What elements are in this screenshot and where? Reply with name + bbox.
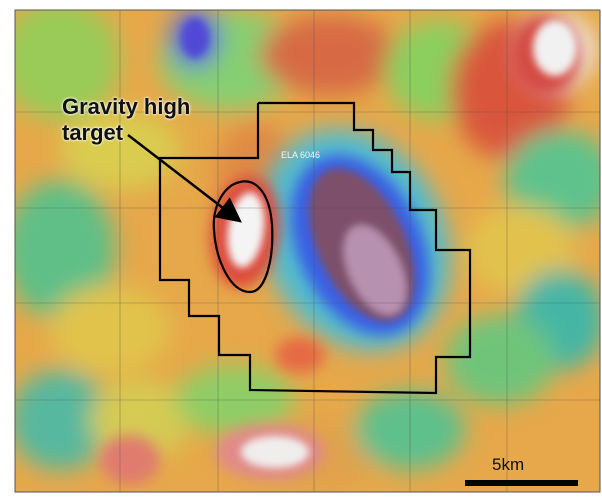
lease-boundary bbox=[158, 101, 472, 395]
scale-label: 5km bbox=[492, 455, 525, 474]
arrow-icon bbox=[127, 134, 242, 223]
map-frame-border bbox=[14, 9, 601, 493]
annotation-callout: Gravity high target bbox=[62, 94, 190, 146]
lease-label: ELA 6046 bbox=[281, 150, 321, 160]
scale-bar-icon bbox=[465, 480, 578, 486]
annotation-line-2: target bbox=[62, 120, 124, 145]
map-grid bbox=[15, 10, 600, 492]
annotation-line-1: Gravity high bbox=[62, 94, 191, 119]
